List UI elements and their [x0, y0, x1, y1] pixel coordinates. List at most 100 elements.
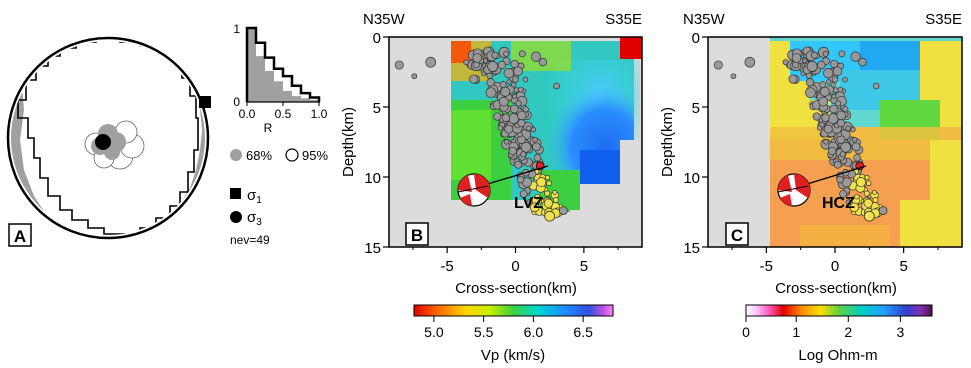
earthquake-marker [553, 82, 560, 90]
earthquake-marker [858, 58, 867, 67]
earthquake-marker [544, 175, 550, 181]
colorbar-tick: 3 [896, 324, 904, 340]
earthquake-marker [512, 76, 519, 83]
hist-ytick-1: 1 [233, 22, 240, 36]
earthquake-marker [504, 124, 514, 134]
earthquake-marker [508, 146, 517, 156]
y-tick-label: 0 [692, 30, 700, 47]
earthquake-marker [411, 73, 418, 80]
x-tick-label: 0 [831, 258, 839, 275]
panel-b-xlabel: Cross-section(km) [455, 280, 577, 297]
hist-bar [310, 99, 319, 102]
earthquake-marker [546, 180, 552, 186]
earthquake-marker [499, 81, 507, 89]
earthquake-marker [842, 106, 849, 113]
earthquake-marker [500, 86, 511, 97]
earthquake-marker [817, 60, 826, 70]
panel-c-left-dir: N35W [683, 11, 726, 28]
hist-xtick-1: 0.5 [275, 107, 292, 121]
y-tick-label: 5 [692, 100, 700, 117]
hist-xtick-2: 1.0 [311, 107, 328, 121]
earthquake-marker [817, 125, 823, 131]
hist-bar [292, 96, 301, 102]
earthquake-marker [805, 78, 815, 87]
sigma3-label: σ3 [247, 209, 262, 228]
panel-b-right-dir: S35E [605, 11, 642, 28]
zone-label-c: HCZ [822, 195, 855, 212]
earthquake-marker [828, 146, 837, 156]
earthquake-marker [825, 79, 832, 85]
x-tick-label: -5 [760, 258, 773, 275]
hist-bar [265, 70, 274, 102]
earthquake-marker [863, 210, 875, 222]
earthquake-marker [840, 141, 851, 153]
earthquake-marker [532, 136, 538, 143]
earthquake-marker [543, 198, 554, 208]
earthquake-marker [522, 76, 529, 83]
focal-mechanism-c [777, 173, 811, 207]
earthquake-marker [538, 58, 548, 67]
earthquake-marker [517, 110, 527, 121]
sigma1-label: σ1 [247, 187, 262, 206]
panel-c-xlabel: Cross-section(km) [775, 280, 897, 297]
x-tick-label: 5 [580, 258, 588, 275]
earthquake-marker [730, 73, 737, 80]
earthquake-marker [544, 210, 556, 222]
hist-xlabel: R [264, 121, 273, 135]
earthquake-marker [516, 175, 525, 184]
earthquake-marker [854, 194, 860, 200]
hist-xtick-0: 0.0 [239, 107, 256, 121]
earthquake-marker [713, 60, 723, 70]
earthquake-marker [851, 142, 861, 152]
earthquake-marker [552, 197, 559, 203]
earthquake-marker [812, 112, 821, 121]
earthquake-marker [818, 96, 829, 107]
earthquake-marker [498, 96, 509, 107]
earthquake-marker [822, 50, 829, 57]
y-tick-label: 15 [364, 240, 381, 257]
earthquake-marker [503, 68, 514, 79]
earthquake-marker [536, 177, 547, 188]
earthquake-marker [823, 68, 834, 79]
earthquake-marker [501, 113, 511, 122]
earthquake-marker [833, 160, 842, 169]
earthquake-marker [823, 139, 829, 145]
earthquake-marker [463, 59, 470, 66]
earthquake-marker [533, 153, 542, 162]
earthquake-marker [486, 78, 495, 87]
earthquake-marker [878, 206, 888, 216]
earthquake-marker [810, 51, 818, 59]
earthquake-marker [491, 51, 499, 59]
earthquake-marker [863, 190, 870, 197]
earthquake-marker [510, 59, 519, 69]
earthquake-marker [823, 124, 833, 134]
earthquake-marker [863, 198, 873, 208]
earthquakes-b [394, 46, 568, 222]
earthquake-marker [511, 82, 517, 88]
earthquake-marker [497, 60, 507, 70]
panel-b-label: B [405, 222, 429, 246]
earthquake-marker [544, 190, 551, 197]
y-tick-label: 5 [373, 100, 381, 117]
x-tick-label: 5 [899, 258, 907, 275]
hist-bar [274, 81, 283, 102]
svg-text:B: B [411, 226, 423, 245]
focal-mechanism-b [457, 173, 491, 207]
earthquake-marker [526, 199, 532, 206]
x-tick-label: 0 [511, 258, 519, 275]
earthquake-marker [872, 190, 877, 195]
vp-colorbar [413, 304, 614, 317]
colorbar-tick: 0 [742, 324, 750, 340]
y-tick-label: 10 [683, 170, 700, 187]
earthquake-marker [838, 50, 846, 58]
conf68-label: 68% [246, 148, 272, 163]
r-histogram: 0.0 0.5 1.0 R 1 0 [233, 22, 327, 135]
ohm-colorbar-label: Log Ohm-m [798, 347, 877, 364]
y-tick-label: 0 [373, 30, 381, 47]
earthquake-marker [552, 190, 558, 195]
earthquake-marker [845, 199, 852, 206]
earthquake-marker [518, 50, 526, 58]
earthquake-marker [853, 153, 861, 162]
earthquake-marker [558, 206, 568, 216]
earthquake-marker [864, 175, 870, 181]
